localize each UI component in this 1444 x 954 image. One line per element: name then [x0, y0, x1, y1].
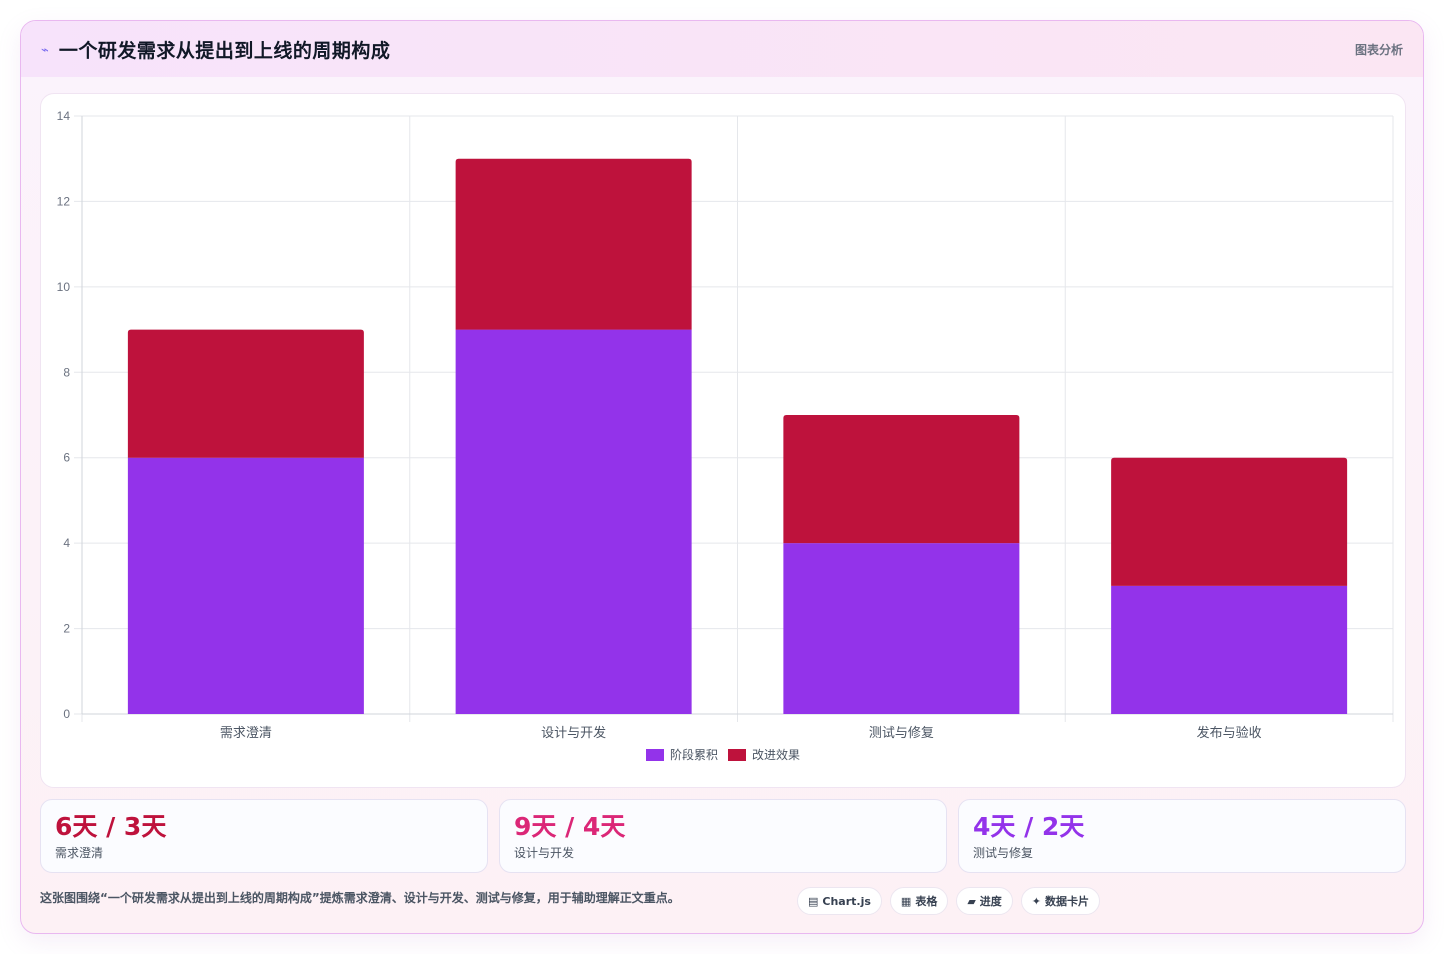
- stat-cards: 6天 / 3天 需求澄清 9天 / 4天 设计与开发 4天 / 2天 测试与修复: [40, 799, 1406, 873]
- y-tick-label: 2: [63, 622, 70, 636]
- bar-segment-2: [783, 415, 1020, 544]
- legend-swatch-2: [728, 749, 746, 761]
- chart-panel: 0 2 4 6 8 10 12 14 需求澄清 设计与开发 测试与修复 发布与验收阶段累积 改进效果: [40, 93, 1406, 788]
- chart-analysis-tag: 图表分析: [1354, 43, 1403, 57]
- bar-segment-1: [783, 543, 1020, 714]
- stat-card-3: 4天 / 2天 测试与修复: [958, 799, 1406, 873]
- chip-label: 表格: [915, 895, 938, 908]
- bar-segment-2: [1111, 457, 1348, 586]
- bar-segment-1: [1111, 585, 1348, 714]
- table-icon: ▦: [900, 894, 912, 908]
- legend-swatch-1: [646, 749, 664, 761]
- y-tick-label: 10: [57, 280, 71, 294]
- stat-value: 6天 / 3天: [55, 812, 167, 841]
- card-header: ⌁ 一个研发需求从提出到上线的周期构成 图表分析: [21, 21, 1423, 77]
- x-tick-label: 测试与修复: [869, 725, 934, 740]
- tool-chips: ▤ Chart.js ▦ 表格 ▰ 进度 ✦ 数据卡片: [797, 887, 1101, 915]
- chip-chartjs[interactable]: ▤ Chart.js: [797, 887, 882, 915]
- y-tick-label: 4: [63, 536, 70, 550]
- chip-table[interactable]: ▦ 表格: [889, 887, 949, 915]
- y-tick-label: 6: [63, 451, 70, 465]
- bar-segment-2: [455, 158, 692, 330]
- y-tick-label: 12: [57, 194, 71, 208]
- bar-segment-1: [455, 329, 692, 714]
- legend-label-2: 改进效果: [752, 747, 800, 762]
- sparkle-icon: ✦: [1031, 894, 1042, 908]
- page-title: 一个研发需求从提出到上线的周期构成: [58, 39, 391, 62]
- chip-label: 进度: [979, 895, 1002, 908]
- chip-data-cards[interactable]: ✦ 数据卡片: [1020, 887, 1101, 915]
- pulse-icon: ⌁: [41, 42, 49, 58]
- stat-card-2: 9天 / 4天 设计与开发: [499, 799, 947, 873]
- y-tick-label: 0: [63, 707, 70, 721]
- progress-icon: ▰: [967, 894, 976, 908]
- chip-label: 数据卡片: [1045, 895, 1090, 908]
- stat-label: 需求澄清: [55, 846, 104, 860]
- chart-card: ⌁ 一个研发需求从提出到上线的周期构成 图表分析 0 2 4 6 8 10 12 14 需求澄清…: [20, 20, 1424, 934]
- stat-label: 设计与开发: [514, 846, 575, 860]
- stat-value: 4天 / 2天: [973, 812, 1085, 841]
- x-tick-label: 设计与开发: [541, 725, 606, 740]
- bar-segment-1: [127, 457, 364, 714]
- stat-value: 9天 / 4天: [514, 812, 626, 841]
- chip-progress[interactable]: ▰ 进度: [956, 887, 1013, 915]
- chip-label: Chart.js: [822, 894, 871, 908]
- chart-caption: 这张图围绕“一个研发需求从提出到上线的周期构成”提炼需求澄清、设计与开发、测试与…: [40, 891, 680, 905]
- x-tick-label: 发布与验收: [1197, 725, 1262, 740]
- legend-label-1: 阶段累积: [670, 747, 718, 762]
- chart-icon: ▤: [808, 894, 819, 908]
- stat-card-1: 6天 / 3天 需求澄清: [40, 799, 488, 873]
- y-tick-label: 8: [63, 365, 70, 379]
- stat-label: 测试与修复: [973, 846, 1034, 860]
- x-tick-label: 需求澄清: [220, 725, 272, 740]
- bar-segment-2: [127, 329, 364, 458]
- y-tick-label: 14: [57, 109, 71, 123]
